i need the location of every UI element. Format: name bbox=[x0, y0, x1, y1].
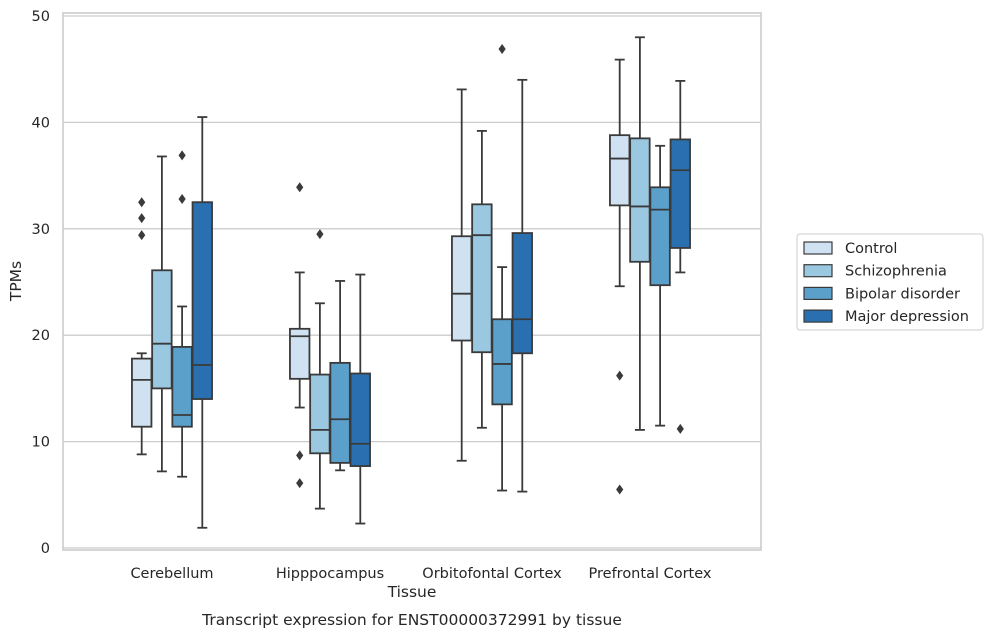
box-control bbox=[131, 197, 153, 456]
y-tick-label: 30 bbox=[32, 222, 50, 238]
box-iqr bbox=[669, 138, 691, 249]
outlier-point bbox=[178, 194, 186, 205]
legend-swatch bbox=[803, 309, 833, 323]
box-iqr bbox=[609, 134, 631, 207]
box-iqr bbox=[451, 235, 473, 342]
legend-label: Control bbox=[845, 241, 897, 257]
x-tick-label: Prefrontal Cortex bbox=[589, 566, 712, 582]
outlier-point bbox=[616, 370, 624, 381]
box-iqr bbox=[491, 318, 513, 406]
x-tick-label: Orbitofontal Cortex bbox=[422, 566, 562, 582]
x-axis: Cerebellum Hipppocampus Orbitofontal Corte… bbox=[130, 566, 711, 582]
y-tick-label: 10 bbox=[32, 435, 50, 451]
box-iqr bbox=[329, 361, 351, 464]
y-tick-label: 20 bbox=[32, 328, 50, 344]
y-axis-label: TPMs bbox=[7, 261, 25, 302]
chart-caption: Transcript expression for ENST0000037299… bbox=[201, 611, 622, 629]
outlier-point bbox=[178, 150, 186, 161]
y-tick-label: 50 bbox=[32, 9, 50, 25]
box-iqr bbox=[629, 137, 651, 263]
box-iqr bbox=[349, 372, 371, 467]
box-control bbox=[451, 88, 473, 462]
box-iqr bbox=[309, 373, 331, 455]
x-axis-label: Tissue bbox=[387, 583, 437, 601]
outlier-point bbox=[138, 230, 146, 241]
outlier-point bbox=[616, 484, 624, 495]
box-bipolar-disorder bbox=[171, 150, 193, 478]
box-control bbox=[289, 182, 311, 489]
outlier-point bbox=[296, 182, 304, 193]
legend-label: Bipolar disorder bbox=[845, 286, 960, 302]
box-major-depression bbox=[511, 78, 533, 493]
legend: Control Schizophrenia Bipolar disorder Majo… bbox=[796, 233, 984, 331]
x-tick-label: Cerebellum bbox=[130, 566, 213, 582]
box-schizophrenia bbox=[471, 130, 493, 429]
outlier-point bbox=[296, 478, 304, 489]
x-tick-label: Hipppocampus bbox=[276, 566, 384, 582]
legend-swatch bbox=[803, 264, 833, 278]
box-schizophrenia bbox=[309, 229, 331, 510]
box-control bbox=[609, 58, 631, 495]
box-major-depression bbox=[669, 80, 691, 434]
plot-area bbox=[62, 12, 762, 551]
y-axis: 0 10 20 30 40 50 bbox=[32, 9, 50, 557]
legend-swatch bbox=[803, 286, 833, 300]
outlier-point bbox=[296, 450, 304, 461]
legend-label: Schizophrenia bbox=[845, 264, 947, 280]
legend-frame bbox=[796, 233, 984, 331]
outlier-point bbox=[498, 43, 506, 54]
legend-label: Major depression bbox=[845, 309, 969, 325]
box-iqr bbox=[191, 201, 213, 400]
y-tick-label: 40 bbox=[32, 115, 50, 131]
box-iqr bbox=[289, 327, 311, 380]
grid-lines bbox=[63, 15, 761, 549]
box-schizophrenia bbox=[151, 155, 173, 473]
outlier-point bbox=[138, 197, 146, 208]
box-iqr bbox=[511, 232, 533, 355]
box-iqr bbox=[131, 357, 153, 428]
box-major-depression bbox=[349, 273, 371, 525]
box-bipolar-disorder bbox=[491, 43, 513, 492]
outlier-point bbox=[316, 229, 324, 240]
box-schizophrenia bbox=[629, 36, 651, 431]
outlier-point bbox=[138, 213, 146, 224]
outlier-point bbox=[676, 423, 684, 434]
box-iqr bbox=[649, 186, 671, 287]
box-iqr bbox=[151, 269, 173, 390]
legend-swatch bbox=[803, 241, 833, 255]
box-major-depression bbox=[191, 116, 213, 529]
y-tick-label: 0 bbox=[41, 541, 50, 557]
box-iqr bbox=[471, 203, 493, 354]
box-groups bbox=[131, 36, 691, 529]
